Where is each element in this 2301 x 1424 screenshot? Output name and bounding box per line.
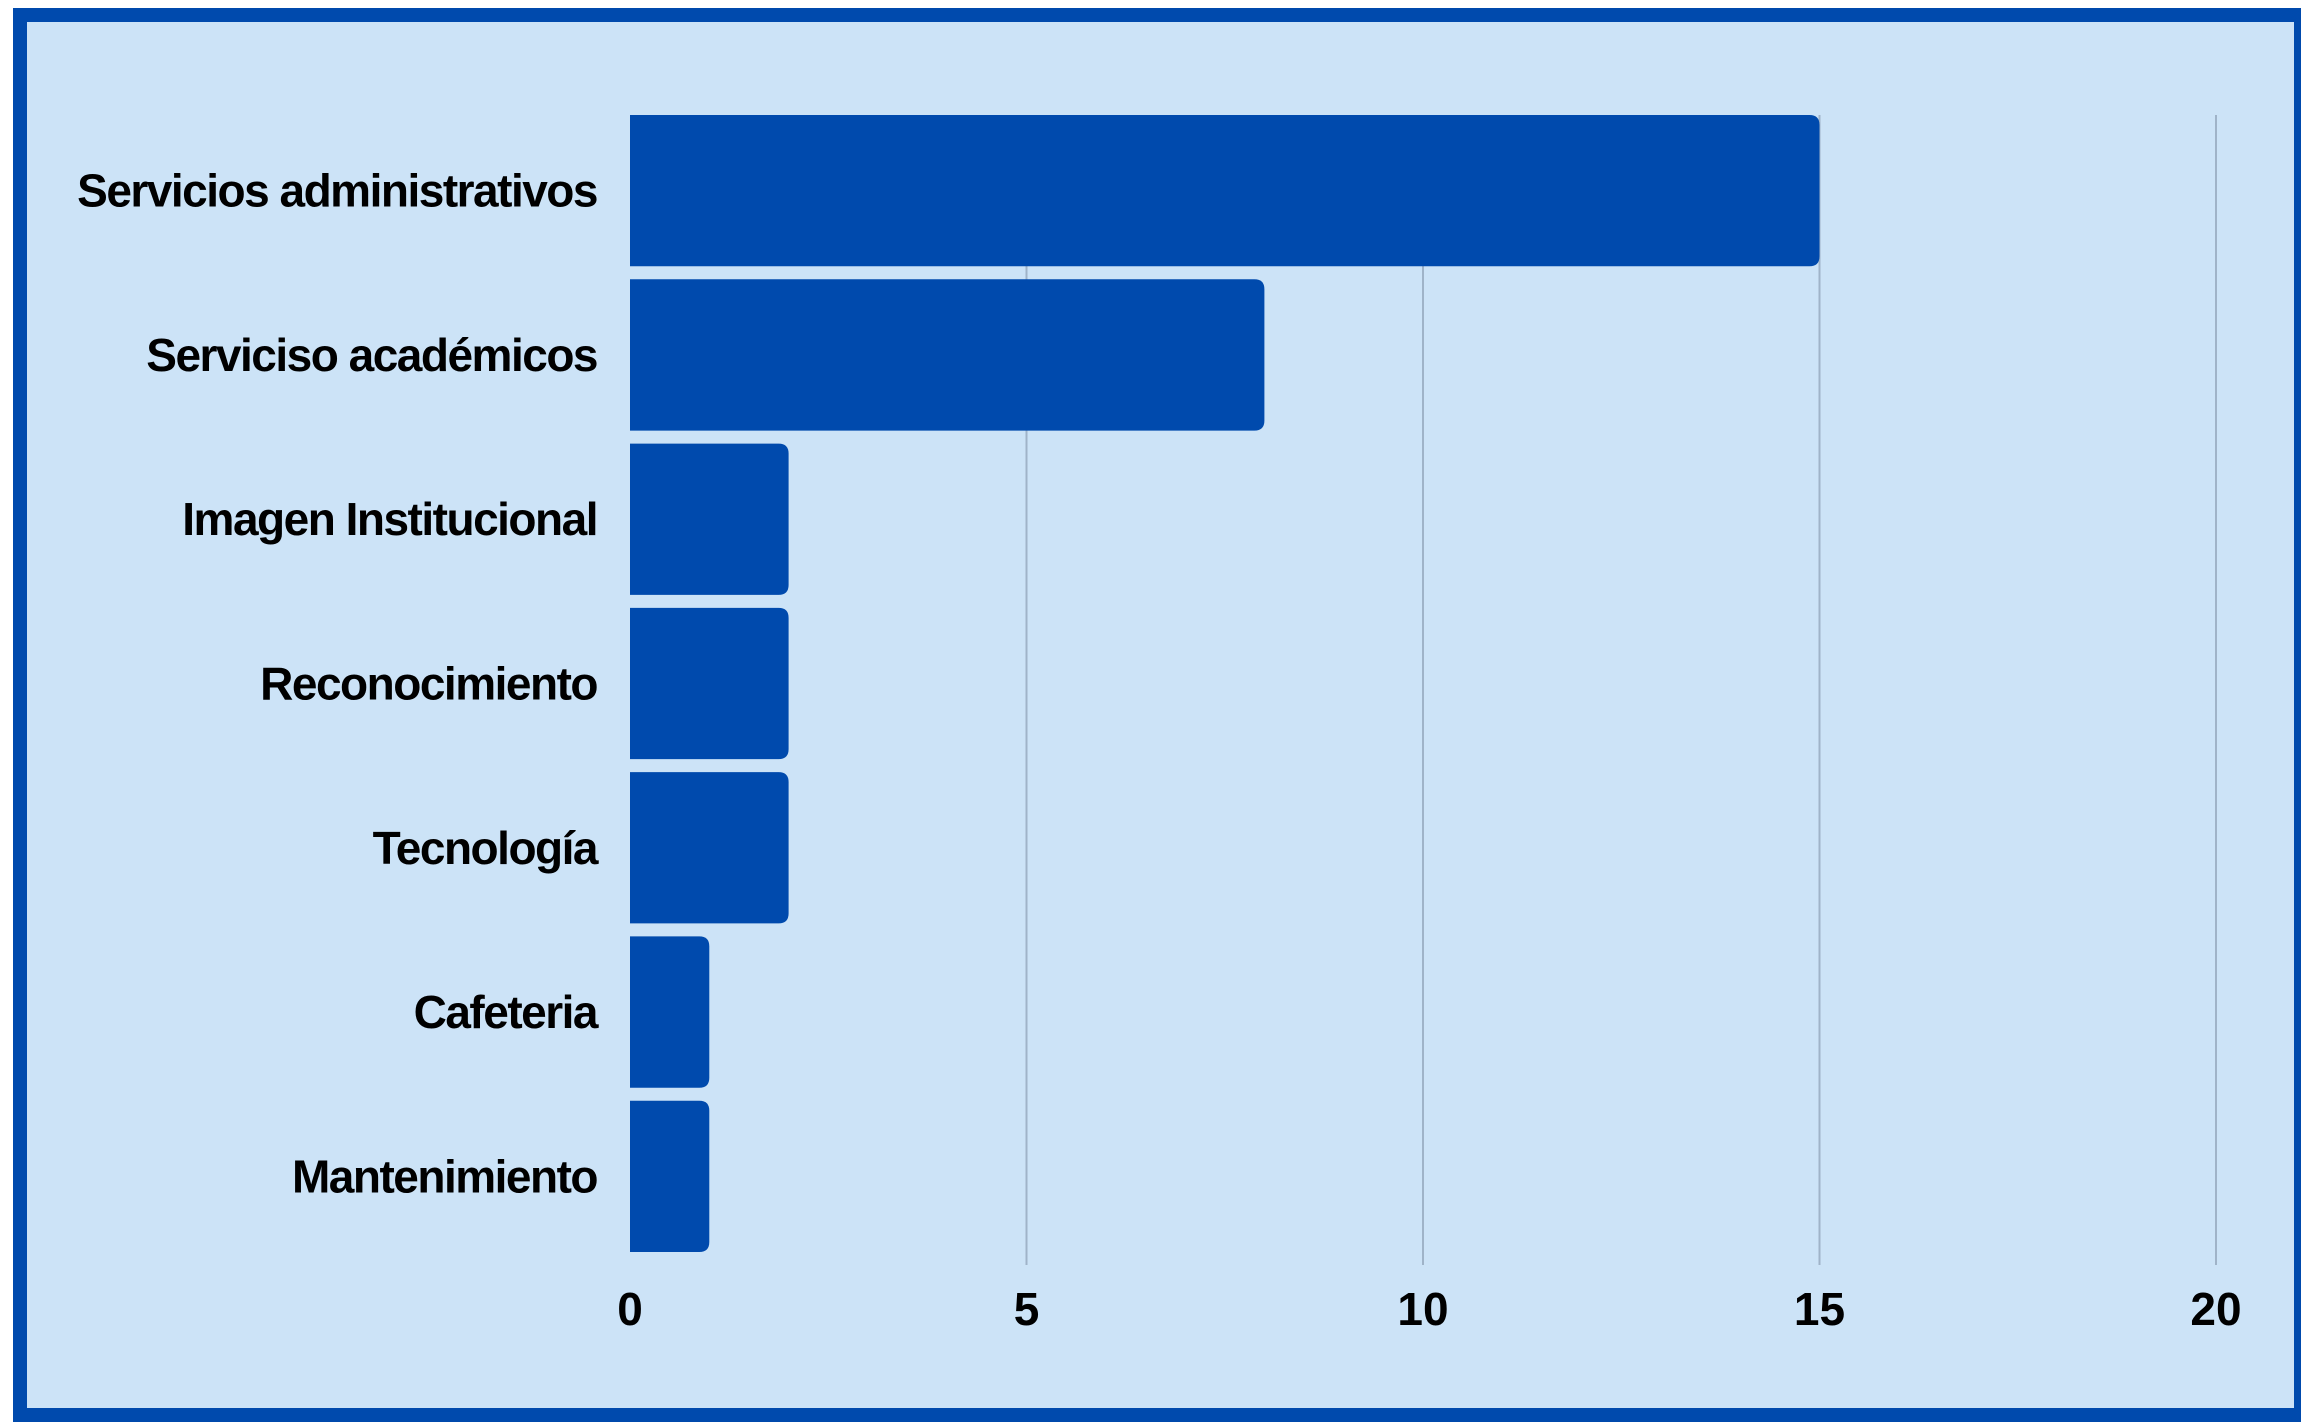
bar-6 [630,936,710,1088]
category-label: Serviciso académicos [146,329,597,381]
category-label: Imagen Institucional [182,493,597,545]
x-tick-label: 15 [1794,1283,1845,1335]
category-label: Mantenimiento [292,1150,597,1202]
bar-4 [630,607,789,760]
bars [630,115,1820,1252]
bar-5 [630,772,789,924]
category-label: Servicios administrativos [77,165,597,217]
x-tick-label: 5 [1014,1283,1040,1335]
x-tick-label: 20 [2190,1283,2241,1335]
x-tick-label: 10 [1397,1283,1448,1335]
category-label: Cafeteria [414,986,599,1038]
bar-2 [630,279,1265,431]
x-tick-label: 0 [617,1283,643,1335]
category-label: Reconocimiento [260,658,597,710]
bar-7 [630,1100,710,1252]
bar-3 [630,443,789,595]
category-label: Tecnología [373,822,599,874]
x-axis-tick-labels: 0 5 10 15 20 [617,1283,2241,1335]
bar-1 [630,115,1820,267]
category-labels: Servicios administrativos Serviciso acadé… [77,165,600,1203]
chart-border [13,8,2301,1422]
